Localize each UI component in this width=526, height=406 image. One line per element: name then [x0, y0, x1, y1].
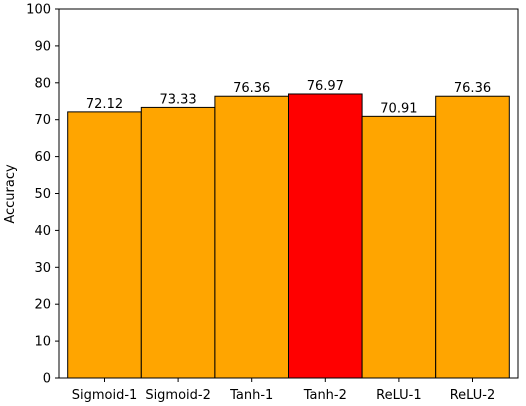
x-tick-label: Sigmoid-2 — [145, 388, 211, 403]
y-tick-label: 100 — [26, 3, 51, 18]
x-tick-label: Tanh-2 — [303, 388, 347, 403]
bar-value-label: 76.36 — [454, 81, 491, 96]
y-tick-label: 90 — [34, 39, 51, 54]
bar-value-label: 72.12 — [86, 97, 123, 112]
bar-value-label: 76.36 — [233, 81, 270, 96]
y-axis-title: Accuracy — [3, 164, 18, 224]
bar-relu-2 — [436, 96, 510, 378]
y-tick-label: 20 — [34, 298, 51, 313]
y-tick-label: 70 — [34, 113, 51, 128]
x-tick-label: Sigmoid-1 — [72, 388, 138, 403]
x-tick-label: ReLU-1 — [376, 388, 422, 403]
bar-value-label: 73.33 — [159, 92, 196, 107]
y-tick-label: 50 — [34, 187, 51, 202]
y-tick-label: 30 — [34, 261, 51, 276]
bar-tanh-1 — [215, 96, 289, 378]
y-tick-label: 80 — [34, 76, 51, 91]
y-tick-label: 60 — [34, 150, 51, 165]
x-tick-label: ReLU-2 — [450, 388, 496, 403]
bar-value-label: 70.91 — [380, 101, 417, 116]
bar-value-label: 76.97 — [307, 79, 344, 94]
bar-relu-1 — [362, 116, 436, 378]
bar-tanh-2 — [289, 94, 363, 378]
y-tick-label: 40 — [34, 224, 51, 239]
bar-sigmoid-2 — [141, 107, 215, 378]
bars-group — [68, 94, 510, 378]
x-axis: Sigmoid-1 Sigmoid-2 Tanh-1 Tanh-2 ReLU-1 ReLU… — [72, 378, 496, 403]
bar-sigmoid-1 — [68, 112, 142, 378]
y-tick-label: 10 — [34, 335, 51, 350]
y-tick-label: 0 — [43, 372, 51, 387]
x-tick-label: Tanh-1 — [229, 388, 273, 403]
y-axis: 0 10 20 30 40 50 60 70 80 90 100 — [26, 3, 59, 387]
